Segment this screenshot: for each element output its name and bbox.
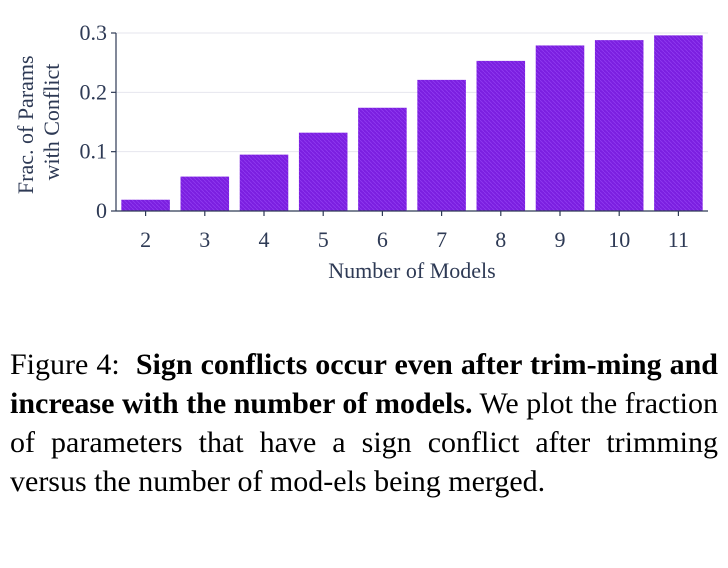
bar-6: [358, 107, 407, 211]
y-axis-label: Frac. of Params with Conflict: [13, 50, 64, 194]
bar-chart: 0 0.1 0.2 0.3 2 3 4 5 6 7 8 9 10 11 Number of Models…: [13, 20, 708, 283]
x-tick-label: 7: [436, 227, 447, 252]
y-tick-label: 0: [96, 198, 107, 223]
bar-9: [535, 45, 585, 212]
caption-body: We plot the fraction of parameters that …: [10, 387, 718, 498]
bar-2: [121, 199, 170, 211]
y-tick-label: 0.1: [80, 139, 108, 164]
caption-title: Sign conflicts occur even after trim-min…: [10, 348, 718, 420]
x-tick-label: 3: [199, 227, 210, 252]
y-tick-label: 0.2: [80, 79, 108, 104]
y-ticks: 0 0.1 0.2 0.3: [80, 20, 116, 223]
y-tick-label: 0.3: [80, 20, 108, 45]
bar-7: [417, 79, 466, 211]
bar-4: [239, 154, 289, 211]
x-tick-label: 4: [259, 227, 270, 252]
figure-caption: Figure 4: Sign conflicts occur even afte…: [10, 345, 718, 501]
x-tick-label: 11: [668, 227, 689, 252]
bar-11: [654, 35, 703, 211]
x-tick-label: 10: [608, 227, 630, 252]
bar-5: [298, 132, 348, 211]
bar-8: [476, 60, 526, 212]
bar-3: [180, 176, 230, 211]
x-tick-label: 6: [377, 227, 388, 252]
y-axis-label-line-1: Frac. of Params: [13, 55, 38, 194]
x-tick-label: 2: [140, 227, 151, 252]
bars: [121, 35, 703, 212]
x-axis-label: Number of Models: [328, 258, 495, 283]
x-ticks: 2 3 4 5 6 7 8 9 10 11: [140, 211, 689, 252]
y-axis-label-line-2: with Conflict: [39, 64, 64, 181]
caption-prefix: Figure 4:: [10, 348, 120, 381]
x-tick-label: 9: [555, 227, 566, 252]
x-tick-label: 8: [495, 227, 506, 252]
bar-10: [594, 40, 644, 212]
x-tick-label: 5: [318, 227, 329, 252]
axes: [115, 33, 708, 212]
